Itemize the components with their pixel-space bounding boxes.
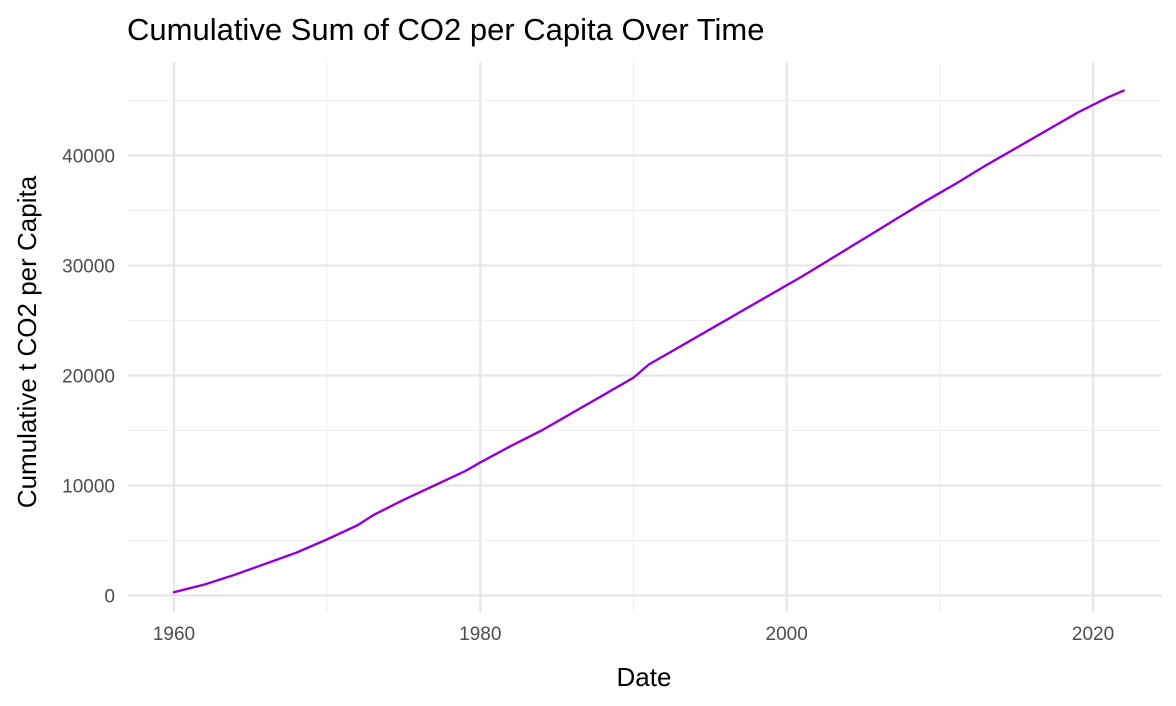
x-tick-label: 1960 <box>153 624 195 645</box>
grid <box>128 62 1162 612</box>
series-layer <box>172 89 1125 594</box>
x-tick-label: 2020 <box>1072 624 1114 645</box>
x-axis-title: Date <box>617 662 672 692</box>
y-tick-label: 20000 <box>62 367 115 388</box>
y-tick-label: 30000 <box>62 257 115 278</box>
series-line <box>172 89 1125 594</box>
y-axis-title: Cumulative t CO2 per Capita <box>12 175 42 508</box>
y-tick-label: 40000 <box>62 147 115 168</box>
y-tick-label: 10000 <box>62 477 115 498</box>
x-tick-label: 2000 <box>766 624 808 645</box>
chart-title: Cumulative Sum of CO2 per Capita Over Ti… <box>127 12 764 47</box>
y-tick-label: 0 <box>104 587 115 608</box>
x-tick-label: 1980 <box>459 624 501 645</box>
x-axis-ticks: 1960 1980 2000 2020 <box>153 624 1114 645</box>
y-axis-ticks: 0 10000 20000 30000 40000 <box>62 147 115 608</box>
